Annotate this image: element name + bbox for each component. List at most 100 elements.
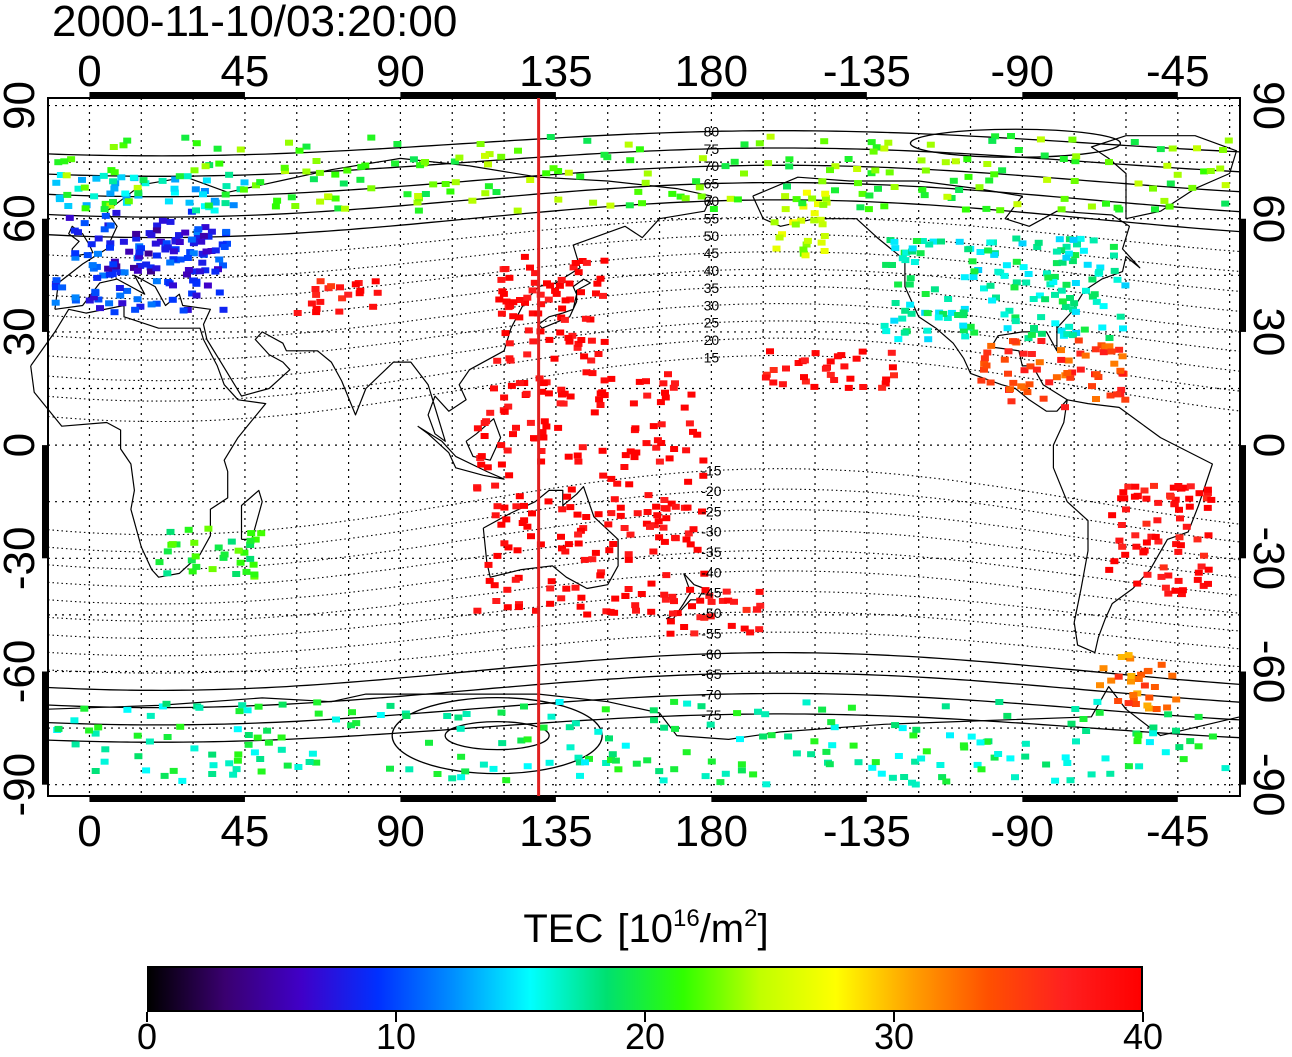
tec-point — [600, 151, 609, 158]
tec-point — [51, 280, 60, 287]
tec-point — [575, 759, 584, 766]
tec-point — [376, 712, 385, 718]
tec-point — [170, 189, 179, 196]
tec-point — [313, 699, 322, 706]
tec-point — [514, 147, 522, 154]
tec-point — [175, 232, 183, 239]
tec-point — [926, 141, 935, 148]
tec-point — [1052, 260, 1061, 267]
tec-point — [890, 372, 898, 379]
tec-point — [817, 239, 826, 246]
tec-point — [160, 772, 169, 779]
tec-point — [544, 296, 553, 303]
tec-point — [1029, 296, 1038, 302]
tec-point — [740, 141, 749, 148]
tec-point — [135, 249, 144, 256]
tec-point — [949, 177, 958, 184]
tec-point — [483, 464, 492, 471]
tec-point — [1092, 298, 1101, 305]
tec-point — [980, 355, 989, 362]
tec-point — [498, 740, 507, 747]
tec-point — [759, 733, 768, 740]
tec-point — [737, 767, 746, 774]
tec-point — [99, 272, 108, 279]
colorbar-tick-mark — [644, 1012, 646, 1022]
longitude-axis-bottom: 0 45 90 135 180 -135 -90 -45 — [77, 807, 1209, 856]
contour-label: -75 — [701, 707, 721, 723]
tec-point — [1011, 338, 1020, 345]
tec-point — [222, 183, 231, 190]
tec-point — [566, 504, 575, 511]
tec-point — [705, 592, 714, 599]
tec-point — [147, 268, 155, 275]
tec-point — [1109, 243, 1118, 250]
tec-point — [890, 317, 899, 324]
tec-point — [166, 259, 175, 266]
tec-point — [1113, 276, 1122, 283]
tec-point — [822, 748, 831, 755]
lat-tick-right: 90 — [1244, 81, 1292, 130]
tec-point — [955, 187, 964, 193]
colorbar-tick-mark — [893, 1012, 895, 1022]
tec-point — [902, 249, 911, 256]
tec-point — [1071, 252, 1080, 259]
tec-point — [339, 180, 348, 187]
tec-point — [1065, 323, 1074, 330]
tec-point — [659, 524, 668, 531]
tec-point — [315, 169, 324, 176]
tec-point — [146, 712, 155, 719]
tec-point — [203, 282, 212, 289]
tec-point — [594, 351, 603, 357]
tec-point — [238, 702, 247, 709]
tec-point — [582, 514, 591, 520]
tec-point — [880, 203, 889, 210]
tec-point — [730, 158, 739, 165]
tec-point — [810, 217, 819, 224]
frame-bar-left — [42, 445, 48, 559]
tec-point — [307, 300, 316, 307]
tec-point — [294, 764, 303, 770]
tec-point — [659, 777, 668, 784]
tec-point — [225, 171, 234, 178]
tec-point — [484, 561, 493, 568]
tec-point — [233, 726, 242, 733]
tec-point — [671, 535, 680, 542]
tec-point — [1204, 580, 1212, 587]
tec-point — [402, 713, 411, 719]
tec-point — [906, 301, 915, 308]
tec-point — [1063, 370, 1072, 376]
tec-point — [108, 271, 117, 278]
tec-point — [185, 199, 194, 206]
tec-point — [820, 138, 829, 145]
tec-point — [123, 287, 132, 294]
tec-point — [594, 728, 603, 735]
tec-point — [1007, 133, 1015, 139]
tec-point — [964, 173, 973, 180]
tec-point — [145, 738, 154, 745]
tec-point — [93, 274, 102, 281]
colorbar-unit-exponent-2: 2 — [744, 905, 758, 932]
tec-point — [959, 327, 968, 334]
tec-point — [192, 280, 201, 287]
tec-point — [840, 363, 849, 370]
tec-point — [643, 757, 652, 764]
contour-line — [47, 216, 1241, 259]
tec-point — [1145, 739, 1154, 746]
tec-point — [810, 210, 819, 217]
tec-point — [1168, 145, 1177, 152]
tec-point — [802, 699, 811, 706]
tec-point — [761, 711, 770, 718]
tec-point — [520, 253, 529, 260]
tec-point — [881, 380, 890, 387]
tec-point — [818, 221, 827, 228]
tec-point — [302, 143, 311, 150]
tec-point — [1018, 240, 1027, 247]
tec-point — [1171, 587, 1180, 594]
tec-point — [183, 271, 191, 278]
tec-point — [441, 181, 450, 187]
tec-point — [1030, 325, 1038, 331]
colorbar-title: TEC [1016/m2] — [0, 905, 1292, 953]
tec-point — [1127, 673, 1136, 679]
colorbar-tick-mark — [146, 1012, 148, 1022]
tec-point — [493, 552, 502, 559]
